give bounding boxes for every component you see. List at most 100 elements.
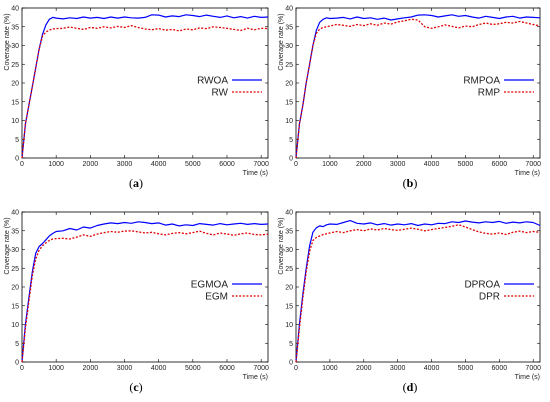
y-tick-label: 10 <box>11 118 19 125</box>
y-tick-label: 40 <box>11 6 19 13</box>
x-tick-label: 7000 <box>525 161 541 168</box>
caption-paren-open: ( <box>129 380 133 394</box>
x-tick-label: 6000 <box>219 161 235 168</box>
series-line-egmoa <box>21 221 269 363</box>
x-tick-label: 1000 <box>48 365 64 372</box>
x-tick-label: 7000 <box>525 365 541 372</box>
x-tick-label: 7000 <box>253 161 269 168</box>
y-tick-label: 30 <box>285 43 293 50</box>
legend-label-dproa: DPROA <box>464 280 500 291</box>
caption-paren-close: ) <box>139 380 143 394</box>
plot-frame <box>295 211 541 363</box>
series-line-rmpoa <box>295 14 541 159</box>
series-line-egm <box>21 230 269 363</box>
panel-caption: (c) <box>129 380 142 394</box>
y-tick-label: 40 <box>285 6 293 13</box>
x-tick-label: 2000 <box>83 365 99 372</box>
chart-panel-b: 0 5 10 15 20 25 30 35 40 0 1000 2000 3000 4000 5000 600… <box>278 6 541 191</box>
x-axis-label: Time (s) <box>515 374 540 381</box>
y-tick-label: 10 <box>11 322 19 329</box>
x-tick-label: 1000 <box>322 161 338 168</box>
x-tick-label: 1000 <box>322 365 338 372</box>
caption-letter: a <box>133 176 139 190</box>
x-tick-label: 4000 <box>151 365 167 372</box>
legend-label-rmpoa: RMPOA <box>463 76 500 87</box>
x-tick-label: 3000 <box>117 365 133 372</box>
chart-panel-a: 0 5 10 15 20 25 30 35 40 0 1000 2000 3000 4000 5000 600… <box>4 6 269 191</box>
y-tick-label: 15 <box>285 303 293 310</box>
x-axis-label: Time (s) <box>243 170 268 177</box>
x-tick-label: 5000 <box>458 365 474 372</box>
caption-letter: d <box>407 380 414 394</box>
x-tick-label: 6000 <box>492 365 508 372</box>
y-tick-label: 20 <box>11 285 19 292</box>
x-tick-label: 2000 <box>83 161 99 168</box>
y-tick-label: 25 <box>11 266 19 273</box>
y-axis-label: Coverage rate (%) <box>4 217 11 274</box>
y-tick-label: 30 <box>285 247 293 254</box>
x-tick-label: 5000 <box>185 161 201 168</box>
y-tick-label: 35 <box>11 228 19 235</box>
x-tick-label: 7000 <box>253 365 269 372</box>
x-tick-label: 3000 <box>390 161 406 168</box>
y-tick-label: 15 <box>11 303 19 310</box>
plot-frame <box>295 7 541 159</box>
caption-paren-open: ( <box>403 380 407 394</box>
legend-label-egmoa: EGMOA <box>191 280 229 291</box>
y-tick-label: 0 <box>289 156 293 163</box>
y-tick-label: 20 <box>285 81 293 88</box>
y-tick-label: 35 <box>285 228 293 235</box>
y-tick-label: 15 <box>11 99 19 106</box>
y-tick-label: 30 <box>11 43 19 50</box>
y-tick-label: 5 <box>15 341 19 348</box>
y-tick-label: 20 <box>11 81 19 88</box>
y-axis-label: Coverage rate (%) <box>278 13 285 70</box>
y-tick-label: 40 <box>11 210 19 217</box>
x-tick-label: 4000 <box>424 365 440 372</box>
series-line-rwoa <box>21 14 269 159</box>
x-tick-label: 2000 <box>356 161 372 168</box>
y-tick-label: 15 <box>285 99 293 106</box>
panel-caption: (d) <box>403 380 418 394</box>
legend-label-egm: EGM <box>205 292 228 303</box>
x-tick-label: 6000 <box>219 365 235 372</box>
x-tick-label: 3000 <box>390 365 406 372</box>
panel-caption: (a) <box>129 176 143 190</box>
legend-label-rmp: RMP <box>478 88 501 99</box>
y-tick-label: 0 <box>15 156 19 163</box>
caption-paren-close: ) <box>413 176 417 190</box>
x-tick-label: 0 <box>294 161 298 168</box>
y-tick-label: 35 <box>285 24 293 31</box>
series-line-rmp <box>295 18 541 159</box>
x-tick-label: 5000 <box>185 365 201 372</box>
y-tick-label: 0 <box>289 360 293 367</box>
y-tick-label: 5 <box>289 137 293 144</box>
x-tick-label: 2000 <box>356 365 372 372</box>
panel-caption: (b) <box>403 176 418 190</box>
caption-paren-open: ( <box>129 176 133 190</box>
y-tick-label: 10 <box>285 322 293 329</box>
x-tick-label: 0 <box>20 365 24 372</box>
series-line-rw <box>21 24 269 159</box>
y-tick-label: 25 <box>11 62 19 69</box>
y-axis-label: Coverage rate (%) <box>4 13 11 70</box>
x-axis-label: Time (s) <box>515 170 540 177</box>
legend-label-rwoa: RWOA <box>197 76 228 87</box>
legend-label-rw: RW <box>212 88 229 99</box>
y-tick-label: 25 <box>285 266 293 273</box>
x-tick-label: 5000 <box>458 161 474 168</box>
y-tick-label: 40 <box>285 210 293 217</box>
x-tick-label: 0 <box>20 161 24 168</box>
series-line-dpr <box>295 224 541 363</box>
y-axis-label: Coverage rate (%) <box>278 217 285 274</box>
y-tick-label: 20 <box>285 285 293 292</box>
y-tick-label: 0 <box>15 360 19 367</box>
y-tick-label: 5 <box>15 137 19 144</box>
legend-label-dpr: DPR <box>479 292 500 303</box>
y-tick-label: 5 <box>289 341 293 348</box>
y-tick-label: 35 <box>11 24 19 31</box>
caption-letter: b <box>407 176 414 190</box>
caption-paren-open: ( <box>403 176 407 190</box>
chart-panel-c: 0 5 10 15 20 25 30 35 40 0 1000 2000 3000 4000 5000 600… <box>4 210 269 395</box>
